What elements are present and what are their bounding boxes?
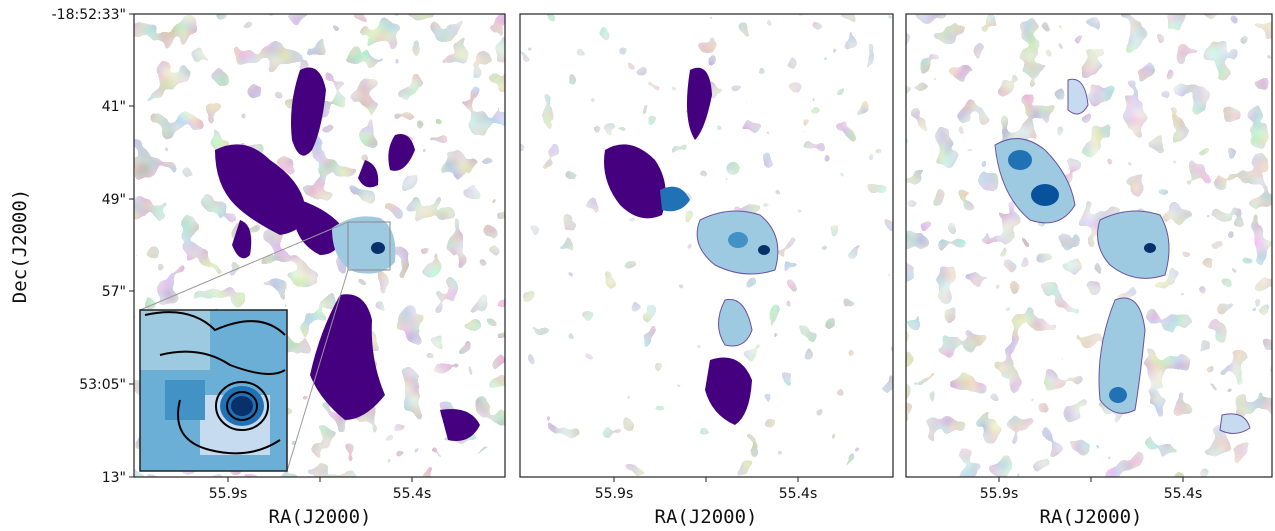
zoom-box	[347, 221, 391, 271]
x-tick-label: 55.9s	[595, 486, 633, 502]
panel-right-image	[906, 14, 1272, 477]
y-tick-label: 57"	[102, 284, 126, 300]
bright-source	[371, 242, 385, 254]
y-tick-label: 41"	[102, 99, 126, 115]
panel-middle	[519, 13, 894, 478]
x-axis-label: RA(J2000)	[655, 506, 758, 528]
panel-left-image	[134, 14, 505, 477]
x-tick-label: 55.4s	[1164, 486, 1202, 502]
y-axis: -18:52:33" 41" 49" 57" 53:05" 13" Dec(J2…	[9, 7, 134, 486]
x-tick-label: 55.9s	[980, 486, 1018, 502]
noise-emission	[906, 14, 1272, 477]
x-tick-label: 55.4s	[779, 486, 817, 502]
dark-emission	[604, 67, 752, 425]
x-axis-label: RA(J2000)	[269, 506, 372, 528]
x-axis-label: RA(J2000)	[1040, 506, 1143, 528]
blue-emission	[994, 78, 1251, 434]
blue-emission	[660, 186, 779, 347]
panel-right-frame	[905, 13, 1273, 478]
dark-emission	[215, 67, 480, 441]
panel-right	[905, 13, 1273, 478]
x-axis-middle: 55.9s 55.4s RA(J2000)	[595, 477, 817, 528]
y-tick-label: 53:05"	[79, 377, 126, 393]
y-axis-label: Dec(J2000)	[9, 189, 31, 303]
x-axis-left: 55.9s 55.4s RA(J2000)	[209, 477, 431, 528]
x-tick-label: 55.9s	[209, 486, 247, 502]
x-axis-right: 55.9s 55.4s RA(J2000)	[980, 477, 1202, 528]
y-tick-label: 49"	[102, 192, 126, 208]
y-tick-label: -18:52:33"	[52, 7, 126, 23]
panel-left	[133, 13, 506, 478]
inset-zoom	[139, 309, 288, 472]
x-tick-label: 55.4s	[393, 486, 431, 502]
panel-middle-image	[520, 14, 893, 477]
y-tick-label: 13"	[102, 470, 126, 486]
